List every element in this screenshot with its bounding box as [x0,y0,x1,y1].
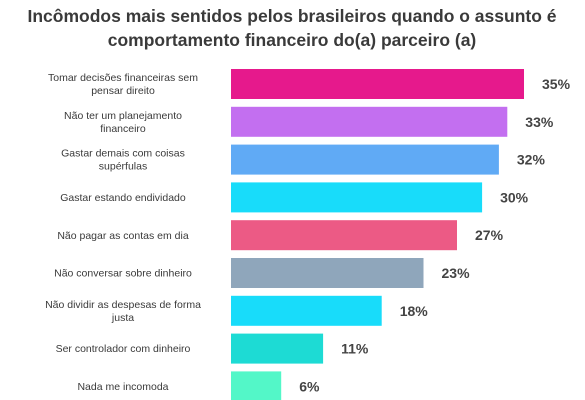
category-labels-group: Tomar decisões financeiras sem pensar dir… [45,72,201,393]
category-label-2: Não ter um planejamento financeiro [64,110,182,135]
bar-1 [231,69,524,99]
value-label-9: 6% [299,378,320,394]
bar-7 [231,295,382,326]
value-label-3: 32% [517,152,546,168]
category-label-3: Gastar demais com coisas supérfulas [61,148,185,173]
category-label-4: Gastar estando endividado [60,192,186,204]
category-label-8: Ser controlador com dinheiro [56,343,191,355]
value-label-7: 18% [400,303,429,319]
bar-5 [231,220,457,251]
bars-group [231,69,524,400]
category-label-6: Não conversar sobre dinheiro [54,268,192,280]
category-label-5: Não pagar as contas em dia [57,230,188,242]
bar-3 [231,144,499,175]
value-label-5: 27% [475,227,504,243]
value-label-1: 35% [542,76,571,92]
category-label-7: Não dividir as despesas de forma justa [45,299,201,324]
value-label-2: 33% [525,114,554,130]
bar-6 [231,258,424,288]
category-label-1: Tomar decisões financeiras sem pensar dir… [48,72,198,97]
value-label-4: 30% [500,189,529,205]
value-labels-group: 35% 33% 32% 30% 27% 23% 18% 11% 6% [299,76,570,394]
bar-4 [231,182,483,213]
bar-2 [231,106,508,137]
bar-8 [231,333,324,364]
value-label-8: 11% [341,341,369,357]
chart-title: Incômodos mais sentidos pelos brasileiro… [27,6,557,50]
category-label-9: Nada me incomoda [77,381,168,393]
bar-9 [231,371,282,400]
value-label-6: 23% [442,265,471,281]
